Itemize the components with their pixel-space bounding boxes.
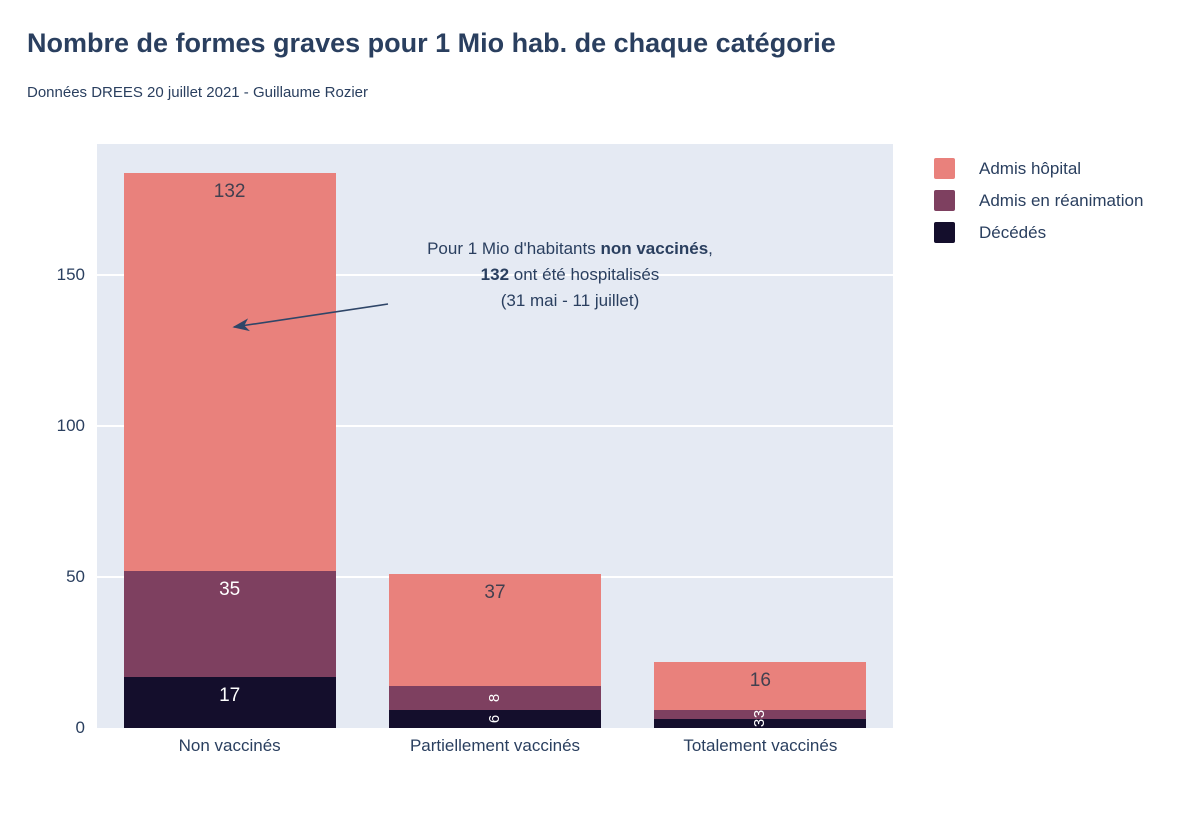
value-label: 17 [219,684,241,706]
annotation-arrow [232,303,389,332]
y-tick-label: 100 [56,416,85,436]
value-label: 16 [749,669,771,691]
value-label: 35 [219,579,241,601]
bar-segment-admis-hopital[interactable] [389,574,601,686]
bar-segment-admis-en-reanimation[interactable] [389,685,601,710]
x-tick-label: Partiellement vaccinés [409,736,581,755]
annotation-line: Pour 1 Mio d'habitants non vaccinés, [427,239,713,258]
y-tick-label: 0 [75,718,85,737]
bar-segment-admis-hopital[interactable] [123,172,336,572]
legend-item-admis-hopital[interactable]: Admis hôpital [934,158,1143,179]
value-label-rotated: 6 [486,714,503,724]
legend-swatch-icon [934,158,955,179]
plot-area: 17 35 132 6 8 37 3 3 16 [97,144,893,728]
chart-subtitle: Données DREES 20 juillet 2021 - Guillaum… [27,84,369,101]
legend-label: Admis hôpital [979,158,1082,178]
annotation-line: 132 ont été hospitalisés [480,265,660,284]
chart-title: Nombre de formes graves pour 1 Mio hab. … [27,28,836,58]
bar-segment-admis-en-reanimation[interactable] [654,709,867,719]
y-tick-label: 50 [66,567,85,587]
x-tick-label: Non vaccinés [178,736,281,755]
bar-segment-decedes[interactable] [389,709,601,728]
annotation-text: Pour 1 Mio d'habitants non vaccinés, 132 … [370,236,770,314]
legend-item-admis-en-reanimation[interactable]: Admis en réanimation [934,190,1143,211]
bar-segment-admis-hopital[interactable] [654,661,867,710]
legend-item-decedes[interactable]: Décédés [934,222,1143,243]
gridline-100 [97,425,893,428]
annotation-line: (31 mai - 11 juillet) [500,291,640,310]
y-tick-label: 150 [56,265,85,285]
bar-segment-admis-en-reanimation[interactable] [123,571,336,677]
value-label: 37 [484,582,506,604]
value-label: 132 [213,180,246,202]
bar-segment-decedes[interactable] [123,676,336,728]
legend: Admis hôpital Admis en réanimation Décédés [934,158,1143,254]
legend-label: Décédés [979,222,1047,242]
gridline-150 [97,274,893,277]
bar-segment-decedes[interactable] [654,718,867,728]
x-tick-label: Totalement vaccinés [683,736,838,755]
legend-swatch-icon [934,190,955,211]
legend-label: Admis en réanimation [979,190,1144,210]
legend-swatch-icon [934,222,955,243]
value-label-rotated: 8 [486,693,503,702]
